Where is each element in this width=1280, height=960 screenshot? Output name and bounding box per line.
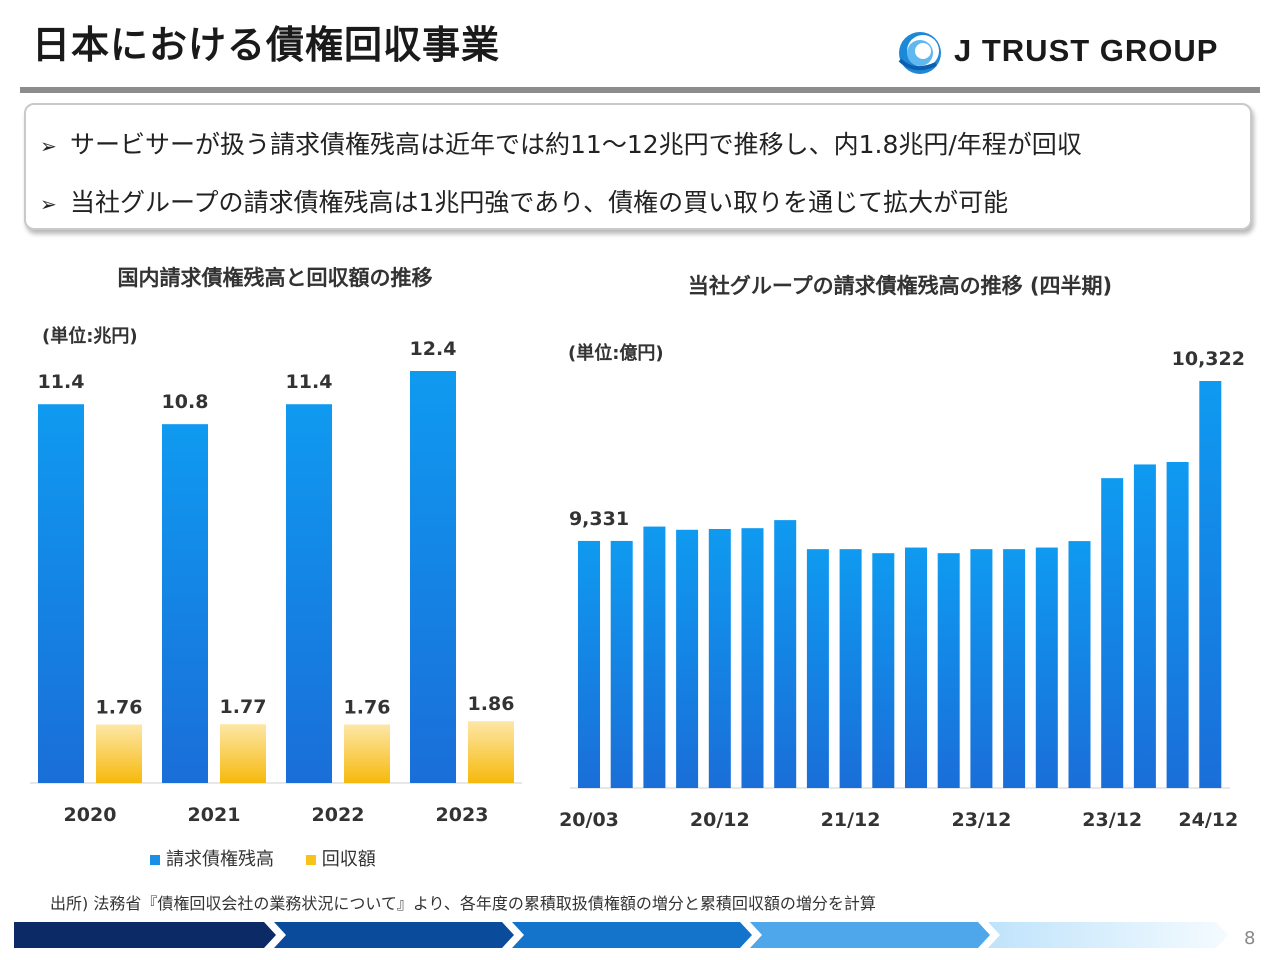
bar-quarter-10 — [872, 553, 895, 788]
data-label-collection-2021: 1.77 — [220, 696, 267, 718]
x-tick-label-4: 23/12 — [951, 809, 1011, 831]
page-number: 8 — [1244, 928, 1256, 949]
bar-quarter-15 — [1035, 547, 1058, 788]
bar-quarter-1 — [578, 540, 600, 788]
bar-quarter-13 — [970, 549, 993, 788]
legend-label: 回収額 — [321, 849, 376, 870]
bar-quarter-8 — [806, 549, 829, 788]
bar-claims-2020 — [38, 404, 84, 783]
x-tick-label-2022: 2022 — [312, 804, 365, 826]
chevron-step-1 — [14, 922, 276, 948]
legend-label: 請求債権残高 — [166, 849, 274, 870]
arrow-bullet-icon: ➢ — [40, 192, 57, 216]
bar-collection-2023 — [468, 721, 514, 783]
data-label-last-quarter: 10,322 — [1172, 348, 1245, 370]
legend-swatch-yellow — [305, 855, 316, 865]
bar-quarter-5 — [708, 528, 731, 788]
bar-quarter-11 — [905, 547, 927, 788]
title-divider — [20, 87, 1260, 93]
progress-chevrons — [14, 922, 1228, 948]
bar-quarter-19 — [1166, 462, 1189, 788]
left-chart-unit: (単位:兆円) — [42, 326, 138, 347]
bar-collection-2020 — [96, 724, 142, 783]
logo-text: J TRUST GROUP — [954, 33, 1219, 68]
source-note: 出所) 法務省『債権回収会社の業務状況について』より、各年度の累積取扱債権額の増… — [50, 894, 876, 913]
chevron-step-5 — [988, 922, 1228, 948]
right-chart-unit: (単位:億円) — [568, 343, 664, 364]
company-logo: J TRUST GROUP — [896, 30, 1256, 76]
bar-quarter-14 — [1003, 549, 1026, 788]
x-tick-label-6: 24/12 — [1178, 809, 1238, 831]
bar-quarter-17 — [1101, 478, 1124, 788]
summary-bullet-1: ➢ サービサーが扱う請求債権残高は近年では約11～12兆円で推移し、内1.8兆円/… — [40, 125, 1082, 161]
bullet-text: サービサーが扱う請求債権残高は近年では約11～12兆円で推移し、内1.8兆円/年… — [70, 130, 1082, 159]
x-tick-label-5: 23/12 — [1082, 809, 1142, 831]
x-tick-label-2023: 2023 — [436, 804, 489, 826]
left-chart-legend: 請求債権残高 回収額 — [150, 845, 402, 871]
bar-quarter-20 — [1199, 381, 1222, 788]
bar-quarter-4 — [676, 529, 699, 788]
right-chart-title: 当社グループの請求債権残高の推移 (四半期) — [687, 274, 1113, 298]
bar-quarter-12 — [937, 553, 960, 788]
bar-quarter-18 — [1133, 464, 1156, 788]
bar-quarter-2 — [610, 540, 633, 788]
bar-quarter-16 — [1068, 541, 1091, 788]
logo-swirl-icon — [898, 32, 941, 74]
chevron-step-3 — [512, 922, 752, 948]
data-label-collection-2023: 1.86 — [468, 693, 515, 715]
data-label-claims-2022: 11.4 — [286, 371, 333, 393]
bar-quarter-7 — [774, 520, 797, 788]
x-tick-label-2021: 2021 — [188, 804, 241, 826]
x-tick-label-3: 21/12 — [821, 809, 881, 831]
bullet-text: 当社グループの請求債権残高は1兆円強であり、債権の買い取りを通じて拡大が可能 — [70, 188, 1009, 217]
bar-claims-2023 — [410, 371, 456, 783]
group-claims-quarterly-chart: 9,331 10,322 20/03 20/12 21/12 23/12 23/12 24/1… — [559, 348, 1245, 831]
data-label-first-quarter: 9,331 — [569, 508, 629, 530]
legend-item-collection: 回収額 — [305, 845, 376, 871]
left-chart-title: 国内請求債権残高と回収額の推移 — [117, 266, 433, 290]
legend-swatch-blue — [150, 855, 160, 865]
domestic-claims-chart: 11.4 1.76 2020 10.8 1.77 2021 11.4 1.76 2022 12.4… — [30, 338, 522, 826]
x-tick-label-2: 20/12 — [690, 809, 750, 831]
x-tick-label-2020: 2020 — [64, 804, 117, 826]
data-label-claims-2023: 12.4 — [410, 338, 457, 360]
bar-claims-2021 — [162, 424, 208, 783]
summary-callout: ➢ サービサーが扱う請求債権残高は近年では約11～12兆円で推移し、内1.8兆円/… — [24, 103, 1252, 230]
bar-quarter-3 — [643, 526, 666, 788]
bar-quarter-6 — [741, 528, 764, 788]
bar-quarter-9 — [839, 549, 862, 788]
summary-bullet-2: ➢ 当社グループの請求債権残高は1兆円強であり、債権の買い取りを通じて拡大が可能 — [40, 183, 1008, 219]
arrow-bullet-icon: ➢ — [40, 134, 57, 158]
x-tick-label-1: 20/03 — [559, 809, 619, 831]
data-label-collection-2022: 1.76 — [344, 697, 391, 719]
data-label-claims-2020: 11.4 — [38, 371, 85, 393]
data-label-collection-2020: 1.76 — [96, 697, 143, 719]
bar-collection-2021 — [220, 724, 266, 783]
bar-collection-2022 — [344, 724, 390, 783]
bar-claims-2022 — [286, 404, 332, 783]
legend-item-claims: 請求債権残高 — [150, 845, 274, 871]
chevron-step-2 — [274, 922, 514, 948]
data-label-claims-2021: 10.8 — [162, 391, 209, 413]
chevron-step-4 — [750, 922, 990, 948]
slide-title: 日本における債権回収事業 — [32, 23, 501, 67]
